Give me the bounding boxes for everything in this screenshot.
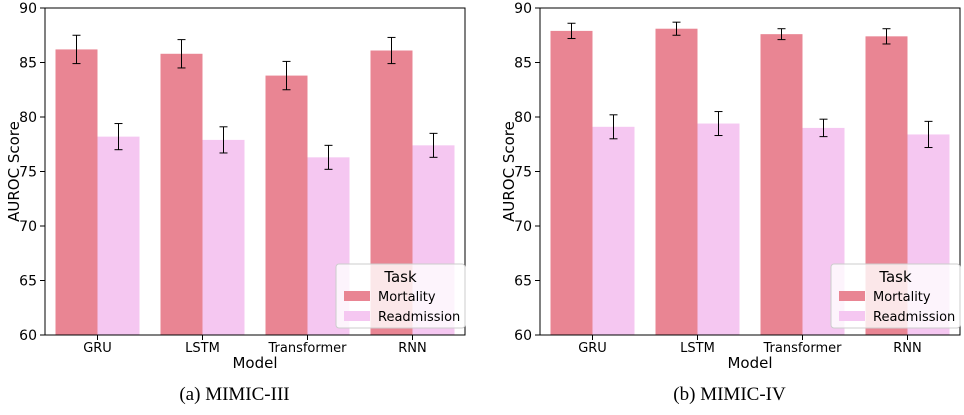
- legend-swatch-mortality: [839, 291, 865, 301]
- x-tick-label: LSTM: [185, 341, 220, 356]
- bar-mortality-gru: [550, 30, 593, 335]
- y-tick-label: 70: [19, 219, 37, 235]
- x-axis-label: Model: [232, 354, 277, 372]
- caption-mimic-iii: (a) MIMIC-III: [179, 384, 290, 405]
- legend-label-mortality: Mortality: [378, 290, 436, 305]
- bar-mortality-transformer: [265, 75, 308, 335]
- legend-title: Task: [878, 268, 912, 286]
- legend-label-readmission: Readmission: [378, 310, 460, 325]
- y-tick-label: 80: [514, 110, 532, 126]
- legend-label-readmission: Readmission: [873, 310, 955, 325]
- legend: Task Mortality Readmission: [830, 263, 961, 329]
- x-tick-label: LSTM: [680, 341, 715, 356]
- legend-swatch-mortality: [344, 291, 370, 301]
- legend: Task Mortality Readmission: [335, 263, 466, 329]
- y-tick-label: 60: [19, 328, 37, 344]
- y-tick-label: 90: [514, 1, 532, 17]
- y-tick-label: 90: [19, 1, 37, 17]
- legend-title: Task: [383, 268, 417, 286]
- chart-mimic-iii: 60 65 70 75 80 85 90 GRU LSTM Transformer RNN Model…: [0, 0, 469, 385]
- y-axis-label: AUROC Score: [5, 121, 23, 222]
- legend-swatch-readmission: [344, 311, 370, 321]
- x-tick-label: RNN: [398, 341, 426, 356]
- legend-swatch-readmission: [839, 311, 865, 321]
- x-tick-label: GRU: [578, 341, 607, 356]
- x-tick-label: GRU: [83, 341, 112, 356]
- y-tick-label: 60: [514, 328, 532, 344]
- y-tick-label: 65: [514, 274, 532, 290]
- y-axis-label: AUROC Score: [500, 121, 518, 222]
- y-tick-label: 85: [514, 56, 532, 72]
- bar-readmission-lstm: [202, 139, 245, 335]
- y-tick-label: 80: [19, 110, 37, 126]
- chart-svg: 60 65 70 75 80 85 90 GRU LSTM Transformer RNN Model…: [500, 1, 961, 372]
- bar-readmission-gru: [592, 126, 635, 335]
- y-tick-label: 85: [19, 56, 37, 72]
- y-tick-label: 75: [19, 165, 37, 181]
- x-tick-label: Transformer: [267, 341, 347, 356]
- x-axis-label: Model: [727, 354, 772, 372]
- y-tick-label: 65: [19, 274, 37, 290]
- caption-mimic-iv: (b) MIMIC-IV: [673, 384, 786, 405]
- legend-label-mortality: Mortality: [873, 290, 931, 305]
- bar-readmission-gru: [97, 136, 140, 335]
- bar-mortality-lstm: [655, 28, 698, 336]
- bar-mortality-lstm: [160, 53, 203, 335]
- chart-svg: 60 65 70 75 80 85 90 GRU LSTM Transformer RNN Model…: [5, 1, 466, 372]
- x-tick-label: RNN: [893, 341, 921, 356]
- bar-mortality-gru: [55, 49, 98, 336]
- chart-mimic-iv: 60 65 70 75 80 85 90 GRU LSTM Transformer RNN Model…: [495, 0, 964, 385]
- y-tick-label: 75: [514, 165, 532, 181]
- bar-readmission-lstm: [697, 123, 740, 335]
- x-tick-label: Transformer: [762, 341, 842, 356]
- y-tick-label: 70: [514, 219, 532, 235]
- bar-mortality-transformer: [760, 34, 803, 335]
